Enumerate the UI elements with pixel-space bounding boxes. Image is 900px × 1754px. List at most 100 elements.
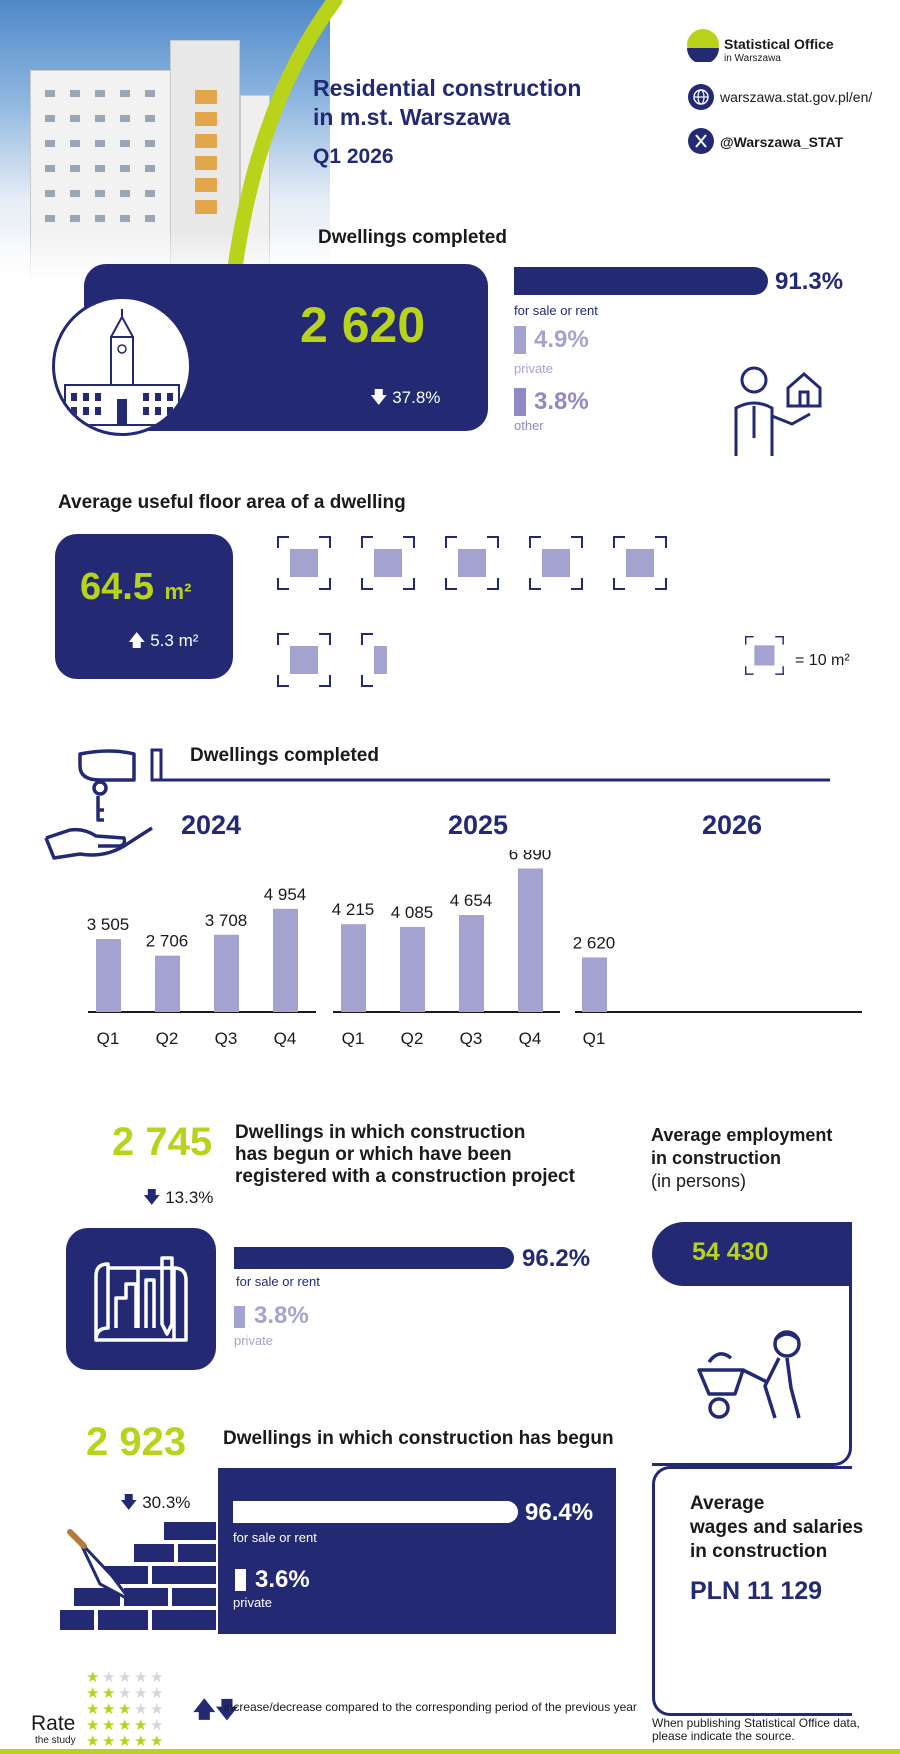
tick-label-2024-Q2: Q2 bbox=[156, 1029, 179, 1048]
begun-pct-sale: 96.4% bbox=[525, 1499, 594, 1526]
bar-2024-Q1 bbox=[96, 938, 121, 1012]
data-label-2024-Q3: 3 708 bbox=[205, 911, 248, 930]
data-label-2025-Q3: 4 654 bbox=[450, 891, 493, 910]
dwellings-quarterly-chart: 3 505 Q1 2 706 Q2 3 708 Q3 4 954 Q4 4 215 Q1 4 085… bbox=[87, 850, 862, 1048]
employment-title-line-2: in construction bbox=[651, 1148, 781, 1168]
bar-2025-Q1 bbox=[341, 924, 366, 1012]
tick-label-2026-Q1: Q1 bbox=[583, 1029, 606, 1048]
svg-text:★: ★ bbox=[86, 1716, 99, 1734]
tick-label-2025-Q3: Q3 bbox=[460, 1029, 483, 1048]
year-label-2025: 2025 bbox=[448, 810, 509, 840]
source-note-line-2: please indicate the source. bbox=[652, 1729, 795, 1743]
begun-registered-value: 2 745 bbox=[112, 1120, 213, 1164]
star-rating-icon[interactable]: ★ ★ ★ ★ ★ ★ ★ ★ ★ ★ ★ ★ ★ ★ ★ ★ ★ ★ ★ ★ ★ ★ ★ ★ ★ bbox=[86, 1668, 170, 1748]
svg-text:★: ★ bbox=[118, 1700, 131, 1718]
chart-section-title: Dwellings completed bbox=[190, 745, 379, 766]
year-label-2024: 2024 bbox=[181, 810, 242, 840]
bar-2024-Q3 bbox=[214, 934, 239, 1012]
svg-text:★: ★ bbox=[86, 1732, 99, 1748]
completed-bar-other bbox=[514, 388, 526, 416]
arrow-down-icon: 🡇 bbox=[370, 388, 388, 407]
area-square bbox=[277, 633, 331, 687]
footer-legend: increase/decrease compared to the corres… bbox=[224, 1700, 637, 1714]
report-title: Residential construction in m.st. Warsza… bbox=[313, 74, 581, 132]
employment-title-line-1: Average employment bbox=[651, 1125, 833, 1145]
key-and-hand-icon bbox=[44, 749, 153, 860]
legend-square-icon bbox=[745, 636, 784, 675]
area-square bbox=[613, 536, 667, 590]
desc-line-3: registered with a construction project bbox=[235, 1166, 575, 1187]
svg-text:★: ★ bbox=[118, 1684, 131, 1702]
svg-text:★: ★ bbox=[134, 1716, 147, 1734]
begun-value: 2 923 bbox=[86, 1420, 187, 1464]
svg-text:★: ★ bbox=[118, 1668, 131, 1686]
tick-label-2025-Q4: Q4 bbox=[519, 1029, 542, 1048]
svg-text:★: ★ bbox=[134, 1684, 147, 1702]
floor-area-section-title: Average useful floor area of a dwelling bbox=[58, 492, 406, 513]
completed-value: 2 620 bbox=[300, 297, 426, 353]
floor-area-value: 64.5 m² bbox=[80, 566, 191, 609]
svg-text:★: ★ bbox=[118, 1732, 131, 1748]
begun-desc: Dwellings in which construction has begu… bbox=[223, 1428, 614, 1449]
floor-area-unit: m² bbox=[164, 579, 192, 604]
area-square bbox=[277, 536, 331, 590]
title-line-1: Residential construction bbox=[313, 75, 582, 101]
begun-registered-pct-sale: 96.2% bbox=[522, 1245, 591, 1272]
completed-pct-other: 3.8% bbox=[534, 388, 589, 415]
completed-label-private: private bbox=[514, 361, 554, 376]
report-period: Q1 2026 bbox=[313, 145, 394, 168]
arrow-down-icon: 🡇 bbox=[120, 1493, 138, 1512]
tick-label-2025-Q2: Q2 bbox=[401, 1029, 424, 1048]
website-link[interactable]: warszawa.stat.gov.pl/en/ bbox=[720, 89, 873, 105]
begun-registered-change-value: 13.3% bbox=[165, 1188, 214, 1207]
data-label-2026-Q1: 2 620 bbox=[573, 933, 616, 952]
bar-2025-Q3 bbox=[459, 915, 484, 1012]
data-label-2024-Q1: 3 505 bbox=[87, 915, 130, 934]
floor-area-value-box bbox=[55, 534, 233, 679]
rate-sub: the study bbox=[35, 1735, 76, 1746]
employment-value: 54 430 bbox=[692, 1238, 769, 1266]
svg-text:★: ★ bbox=[102, 1684, 115, 1702]
title-line-2: in m.st. Warszawa bbox=[313, 104, 511, 130]
begun-registered-label-private: private bbox=[234, 1333, 274, 1348]
completed-pct-private: 4.9% bbox=[534, 326, 589, 353]
completed-bar-sale bbox=[514, 267, 768, 295]
source-note-line-1: When publishing Statistical Office data, bbox=[652, 1716, 860, 1730]
footer-stripe bbox=[0, 1749, 900, 1754]
arrow-up-icon: 🡅 bbox=[128, 631, 146, 650]
floor-area-legend: = 10 m² bbox=[795, 652, 850, 669]
begun-change: 🡇 30.3% bbox=[120, 1490, 190, 1519]
data-label-2024-Q4: 4 954 bbox=[264, 885, 307, 904]
begun-label-sale: for sale or rent bbox=[233, 1530, 317, 1545]
svg-text:★: ★ bbox=[86, 1668, 99, 1686]
begun-bar-private bbox=[235, 1569, 246, 1591]
twitter-handle[interactable]: @Warszawa_STAT bbox=[720, 134, 844, 150]
svg-text:★: ★ bbox=[150, 1668, 163, 1686]
employment-title-line-3: (in persons) bbox=[651, 1171, 747, 1191]
begun-registered-desc: Dwellings in which construction has begu… bbox=[235, 1122, 575, 1188]
data-label-2025-Q2: 4 085 bbox=[391, 903, 434, 922]
completed-bar-private bbox=[514, 326, 526, 354]
svg-text:★: ★ bbox=[134, 1732, 147, 1748]
man-with-house-icon bbox=[734, 366, 822, 456]
bar-2025-Q4 bbox=[518, 868, 543, 1012]
employment-frame bbox=[652, 1222, 852, 1466]
bar-2026-Q1 bbox=[582, 957, 607, 1012]
begun-registered-bar-sale bbox=[234, 1247, 514, 1269]
year-label-2026: 2026 bbox=[702, 810, 763, 840]
tick-label-2024-Q1: Q1 bbox=[97, 1029, 120, 1048]
floor-area-change-value: 5.3 m² bbox=[150, 631, 199, 650]
wages-title-line-3: in construction bbox=[690, 1541, 828, 1562]
completed-label-other: other bbox=[514, 418, 544, 433]
data-label-2025-Q1: 4 215 bbox=[332, 900, 375, 919]
svg-text:★: ★ bbox=[102, 1700, 115, 1718]
town-hall-illustration bbox=[52, 296, 192, 436]
chart-title-rule bbox=[150, 748, 830, 782]
rate-label[interactable]: Rate bbox=[31, 1712, 76, 1735]
tick-label-2024-Q4: Q4 bbox=[274, 1029, 297, 1048]
blueprint-icon bbox=[94, 1256, 188, 1342]
worker-wheelbarrow-icon bbox=[697, 1330, 801, 1419]
desc-line-1: Dwellings in which construction bbox=[235, 1122, 526, 1143]
begun-registered-label-sale: for sale or rent bbox=[236, 1274, 320, 1289]
data-label-2024-Q2: 2 706 bbox=[146, 932, 189, 951]
